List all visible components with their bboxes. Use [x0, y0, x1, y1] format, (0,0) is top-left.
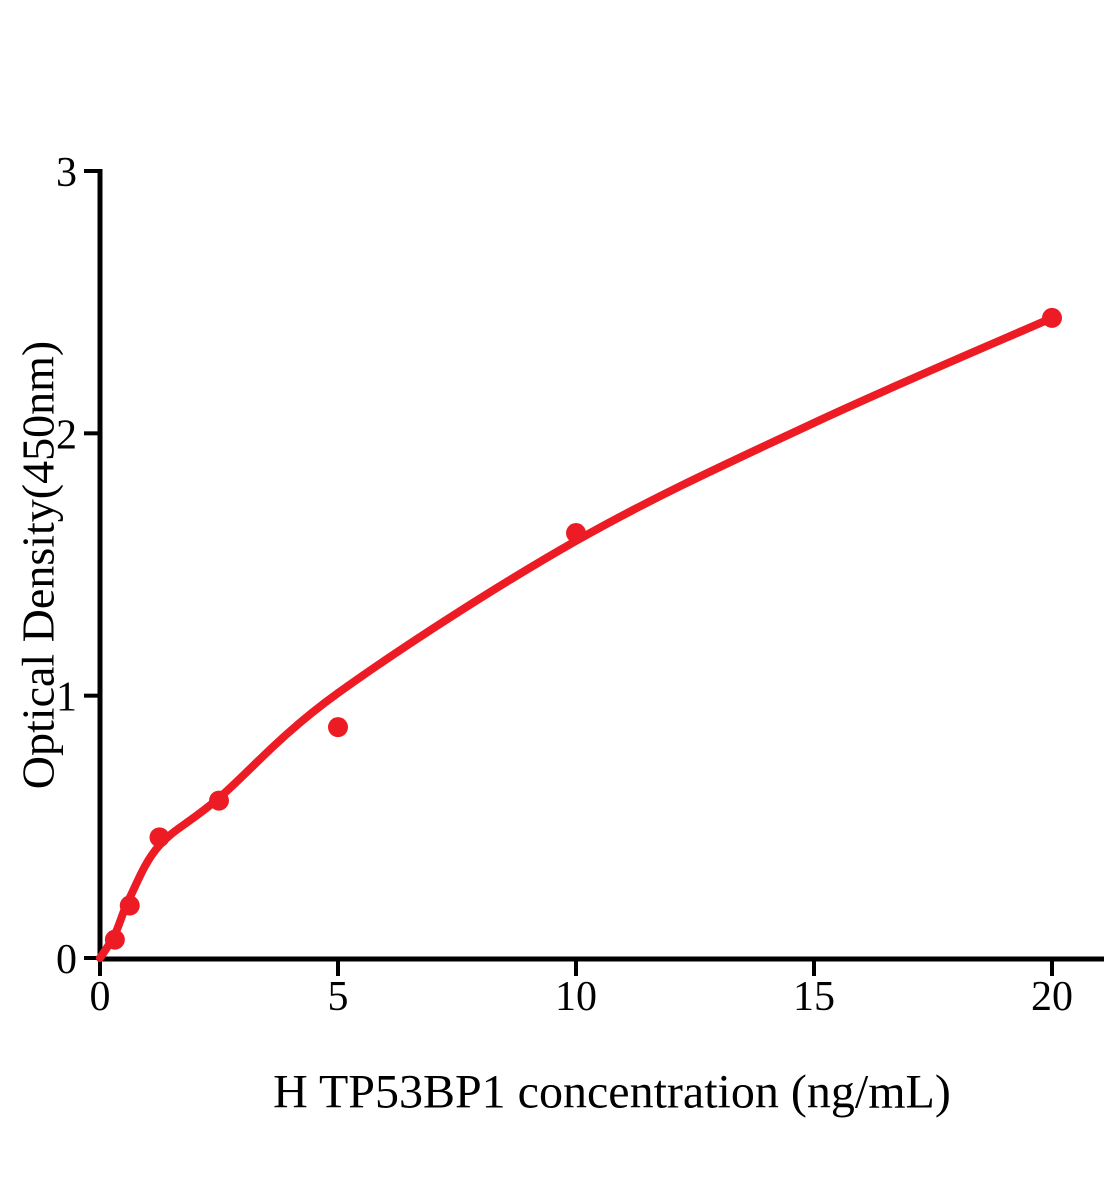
data-point — [209, 790, 229, 811]
data-point — [104, 929, 125, 950]
data-point — [566, 523, 586, 544]
x-tick-label: 15 — [793, 974, 835, 1020]
data-point — [1042, 307, 1062, 328]
data-point — [149, 827, 170, 848]
y-tick-label: 1 — [56, 675, 77, 721]
x-tick-label: 0 — [90, 974, 111, 1020]
y-tick-label: 0 — [56, 937, 77, 983]
x-axis-title: H TP53BP1 concentration (ng/mL) — [273, 1065, 951, 1119]
x-tick-label: 5 — [328, 974, 349, 1020]
x-tick-label: 10 — [555, 974, 597, 1020]
y-tick-label: 2 — [56, 412, 77, 458]
y-axis-title: Optical Density(450nm) — [12, 340, 64, 790]
data-point — [119, 895, 140, 916]
fit-curve-line — [96, 313, 1056, 962]
y-tick-label: 3 — [56, 150, 77, 196]
data-point — [328, 717, 348, 738]
x-tick-label: 20 — [1031, 974, 1073, 1020]
